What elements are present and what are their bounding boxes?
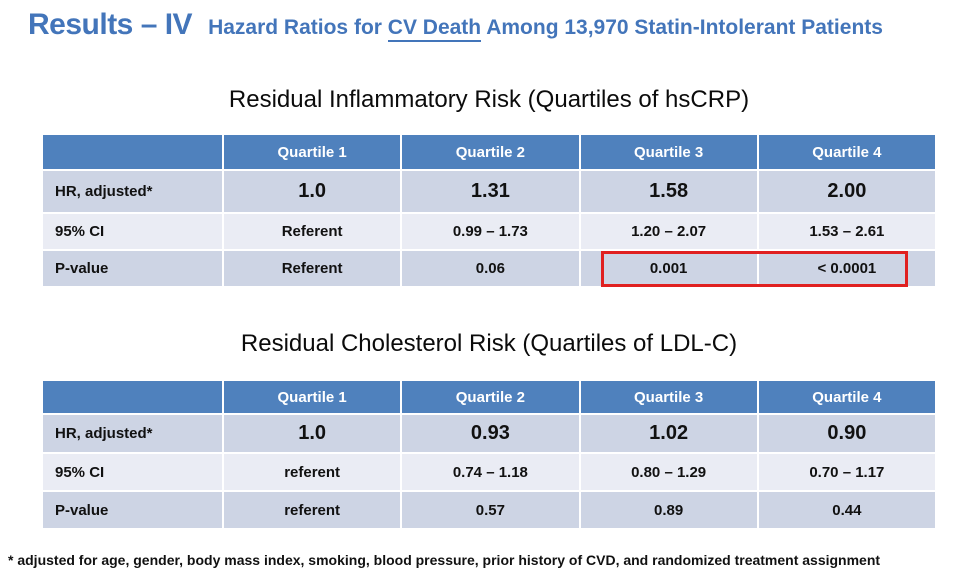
table1-header-q2: Quartile 2 [402, 135, 579, 169]
adjustment-footnote: * adjusted for age, gender, body mass in… [8, 552, 881, 568]
table2-row-label-pvalue: P-value [43, 492, 222, 528]
table2-header-q2: Quartile 2 [402, 381, 579, 413]
table1-cell-pvalue-q1: Referent [224, 251, 401, 286]
table1-cell-hr-q2: 1.31 [402, 171, 579, 212]
table1-header-q1: Quartile 1 [224, 135, 401, 169]
table1-cell-ci-q2: 0.99 – 1.73 [402, 214, 579, 249]
table2-header-empty [43, 381, 222, 413]
table2-row-label-ci: 95% CI [43, 454, 222, 490]
table1-row-label-hr: HR, adjusted* [43, 171, 222, 212]
table2-header-q3: Quartile 3 [580, 381, 757, 413]
table2-cell-pvalue-q3: 0.89 [580, 492, 757, 528]
table1-cell-ci-q3: 1.20 – 2.07 [580, 214, 757, 249]
slide-title-results: Results – IV [28, 8, 193, 41]
table1-header-q4: Quartile 4 [758, 135, 935, 169]
slide-title-subtitle: Hazard Ratios for CV Death Among 13,970 … [208, 16, 883, 42]
table2-header-q4: Quartile 4 [758, 381, 935, 413]
table2-cell-ci-q1: referent [224, 454, 401, 490]
table2-row-label-hr: HR, adjusted* [43, 415, 222, 452]
table2-cell-pvalue-q4: 0.44 [758, 492, 935, 528]
table1-cell-ci-q4: 1.53 – 2.61 [758, 214, 935, 249]
table2-cell-ci-q2: 0.74 – 1.18 [402, 454, 579, 490]
slide-title: Results – IV Hazard Ratios for CV Death … [28, 8, 883, 42]
hscrp-table: Quartile 1 Quartile 2 Quartile 3 Quartil… [43, 135, 935, 286]
table1-cell-hr-q3: 1.58 [580, 171, 757, 212]
table1-row-label-ci: 95% CI [43, 214, 222, 249]
ldlc-table: Quartile 1 Quartile 2 Quartile 3 Quartil… [43, 381, 935, 528]
table1-cell-pvalue-q2: 0.06 [402, 251, 579, 286]
red-highlight-box [601, 251, 908, 287]
table1-header-q3: Quartile 3 [580, 135, 757, 169]
table1-cell-pvalue-q3: 0.001 [580, 251, 757, 286]
table2-title: Residual Cholesterol Risk (Quartiles of … [240, 330, 738, 357]
table1-cell-ci-q1: Referent [224, 214, 401, 249]
table1-cell-hr-q1: 1.0 [224, 171, 401, 212]
table1-title: Residual Inflammatory Risk (Quartiles of… [228, 86, 750, 113]
table2-header-q1: Quartile 1 [224, 381, 401, 413]
subtitle-post: Among 13,970 Statin-Intolerant Patients [481, 16, 883, 39]
table1-row-label-pvalue: P-value [43, 251, 222, 286]
table2-cell-hr-q2: 0.93 [402, 415, 579, 452]
table2-cell-pvalue-q2: 0.57 [402, 492, 579, 528]
table2-cell-ci-q3: 0.80 – 1.29 [580, 454, 757, 490]
table2-cell-pvalue-q1: referent [224, 492, 401, 528]
table2-cell-ci-q4: 0.70 – 1.17 [758, 454, 935, 490]
subtitle-pre: Hazard Ratios for [208, 16, 388, 39]
table1-cell-hr-q4: 2.00 [758, 171, 935, 212]
table2-cell-hr-q1: 1.0 [224, 415, 401, 452]
table2-cell-hr-q3: 1.02 [580, 415, 757, 452]
table1-header-empty [43, 135, 222, 169]
subtitle-underlined: CV Death [387, 16, 482, 42]
table2-cell-hr-q4: 0.90 [758, 415, 935, 452]
